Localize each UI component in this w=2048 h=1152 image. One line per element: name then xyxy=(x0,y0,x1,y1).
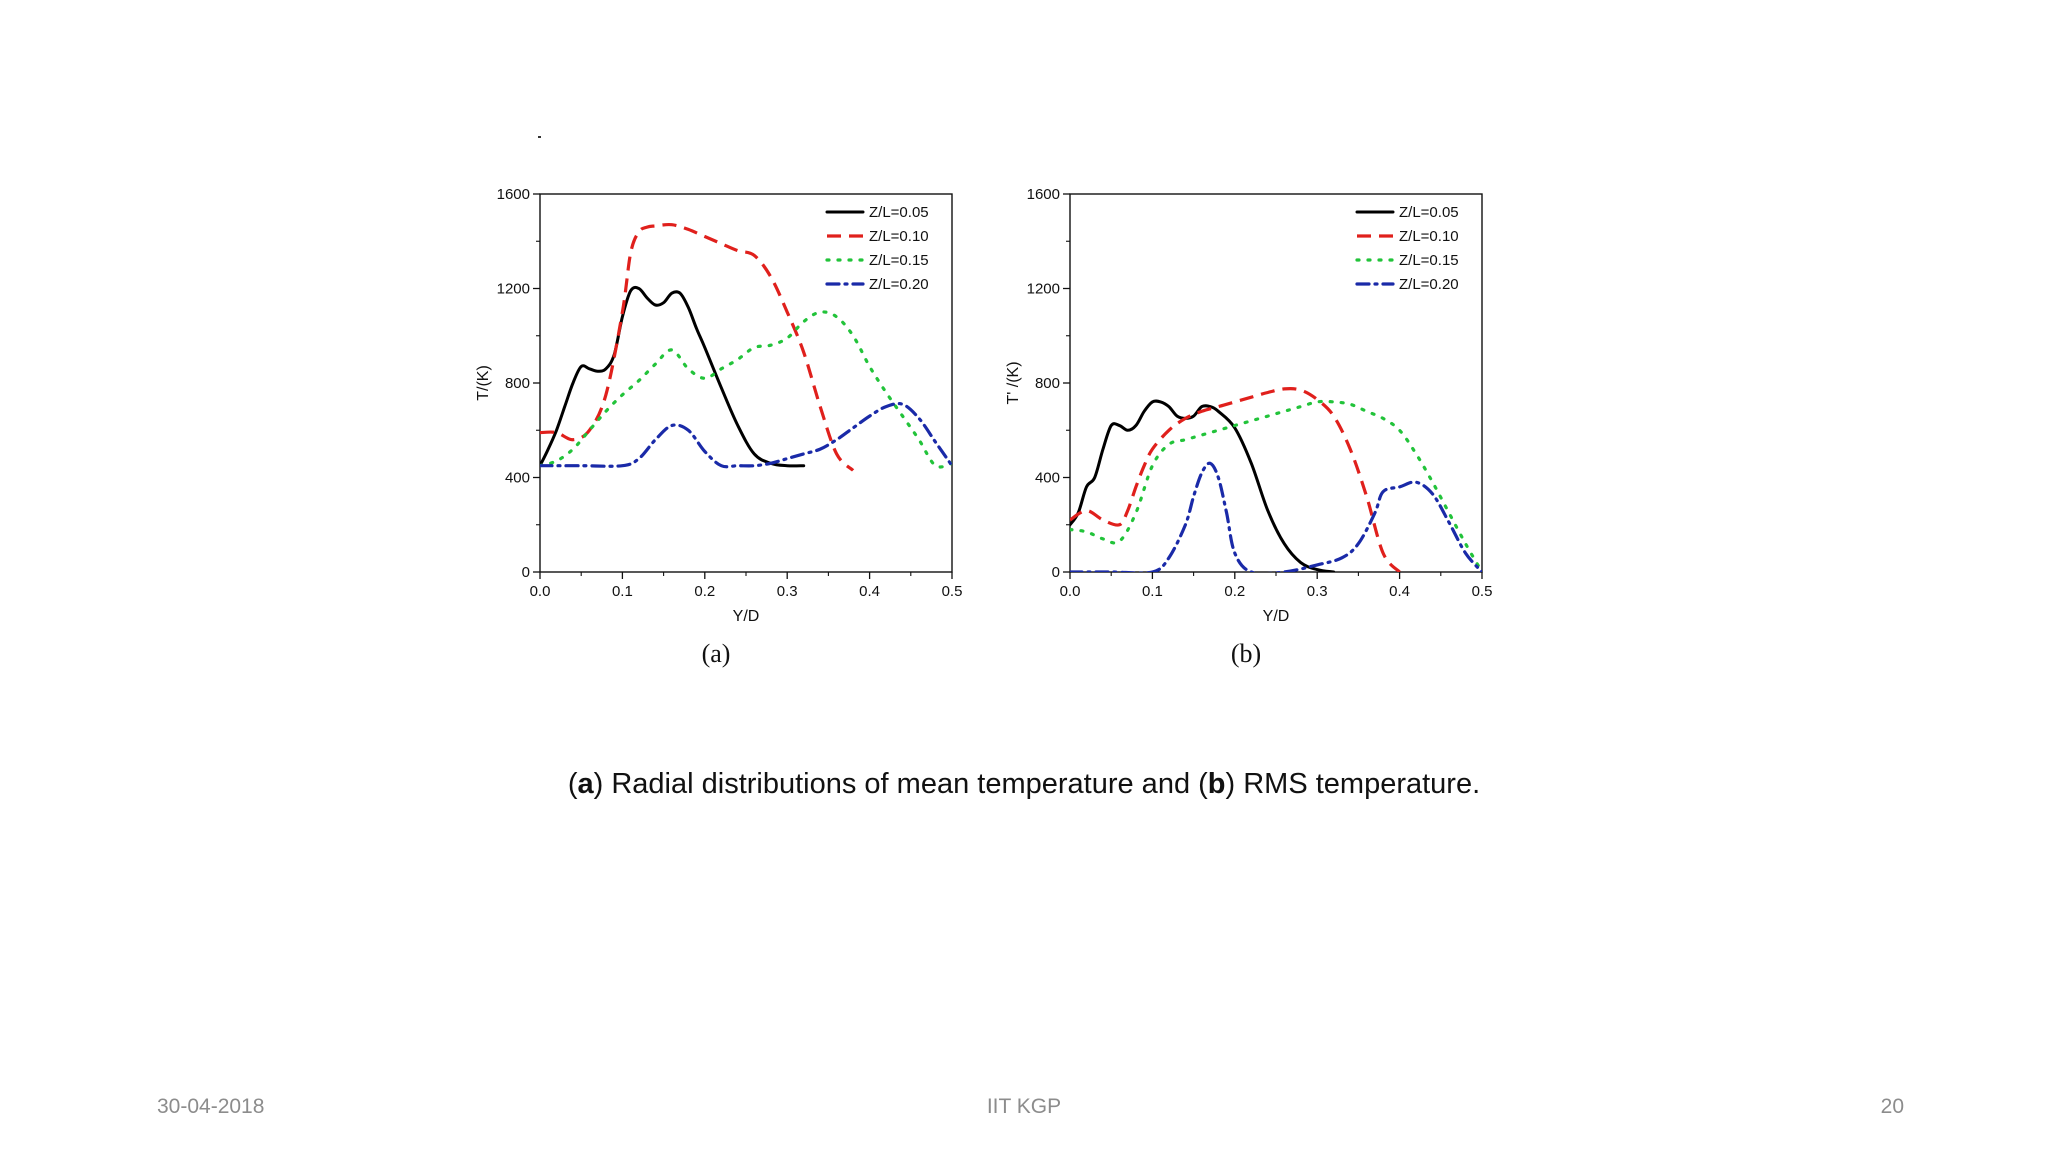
footer-page-number: 20 xyxy=(1880,1095,1904,1118)
x-tick-label: 0.2 xyxy=(1224,583,1245,600)
x-tick-label: 0.1 xyxy=(1142,583,1163,600)
series-line xyxy=(540,222,855,472)
series-line xyxy=(540,285,806,468)
y-tick-label: 0 xyxy=(1052,564,1060,581)
panel-label: (a) xyxy=(702,639,731,668)
chart-a: 0 400 800 1200 1600 0.0 0.1 0.2 0.3 0.4 0.5 Y/D T/(K… xyxy=(475,186,963,668)
y-axis-label: T/(K) xyxy=(475,365,492,401)
chart-b: 0 400 800 1200 1600 0.0 0.1 0.2 0.3 0.4 0.5 Y/D T' /… xyxy=(1005,186,1493,668)
footer-date: 30-04-2018 xyxy=(157,1095,265,1118)
series-line xyxy=(1070,399,1482,572)
y-tick-label: 800 xyxy=(505,375,530,392)
legend-entry: Z/L=0.20 xyxy=(869,276,929,293)
caption-b-text: RMS temperature. xyxy=(1243,768,1481,800)
x-tick-label: 0.0 xyxy=(1060,583,1081,600)
legend-entry: Z/L=0.20 xyxy=(1399,276,1459,293)
figure-caption: (a) Radial distributions of mean tempera… xyxy=(567,768,1481,800)
y-axis-label: T' /(K) xyxy=(1005,361,1022,404)
series-line xyxy=(1070,461,1482,572)
x-tick-label: 0.3 xyxy=(1307,583,1328,600)
series-group xyxy=(1070,387,1482,572)
stray-mark xyxy=(538,136,541,138)
y-tick-label: 1600 xyxy=(1027,186,1060,203)
legend-entry: Z/L=0.05 xyxy=(869,204,929,221)
x-tick-label: 0.5 xyxy=(1472,583,1493,600)
y-tick-label: 1200 xyxy=(497,281,530,298)
y-tick-label: 400 xyxy=(1035,470,1060,487)
figure-area: 0 400 800 1200 1600 0.0 0.1 0.2 0.3 0.4 0.5 Y/D T/(K… xyxy=(475,136,1493,668)
y-tick-label: 1200 xyxy=(1027,281,1060,298)
x-tick-label: 0.3 xyxy=(777,583,798,600)
x-tick-label: 0.4 xyxy=(859,583,880,600)
legend-entry: Z/L=0.15 xyxy=(1399,252,1459,269)
series-line xyxy=(540,310,952,469)
legend-entry: Z/L=0.10 xyxy=(1399,228,1459,245)
series-line xyxy=(1070,387,1401,572)
x-tick-label: 0.1 xyxy=(612,583,633,600)
series-group xyxy=(540,222,952,472)
x-axis-label: Y/D xyxy=(733,608,760,625)
legend-entry: Z/L=0.05 xyxy=(1399,204,1459,221)
caption-a-label: a xyxy=(577,768,594,800)
caption-b-label: b xyxy=(1207,768,1226,800)
series-line xyxy=(1070,399,1336,572)
panel-label: (b) xyxy=(1231,639,1261,668)
x-tick-label: 0.5 xyxy=(942,583,963,600)
footer-institution: IIT KGP xyxy=(986,1095,1062,1118)
x-tick-label: 0.0 xyxy=(530,583,551,600)
y-tick-label: 800 xyxy=(1035,375,1060,392)
legend-entry: Z/L=0.15 xyxy=(869,252,929,269)
y-tick-label: 0 xyxy=(522,564,530,581)
caption-a-text: Radial distributions of mean temperature… xyxy=(611,768,1191,800)
y-tick-label: 1600 xyxy=(497,186,530,203)
series-line xyxy=(540,401,952,469)
x-tick-label: 0.2 xyxy=(694,583,715,600)
x-axis-label: Y/D xyxy=(1263,608,1290,625)
x-tick-label: 0.4 xyxy=(1389,583,1410,600)
y-tick-label: 400 xyxy=(505,470,530,487)
legend-entry: Z/L=0.10 xyxy=(869,228,929,245)
plot-frame xyxy=(1069,193,1483,573)
